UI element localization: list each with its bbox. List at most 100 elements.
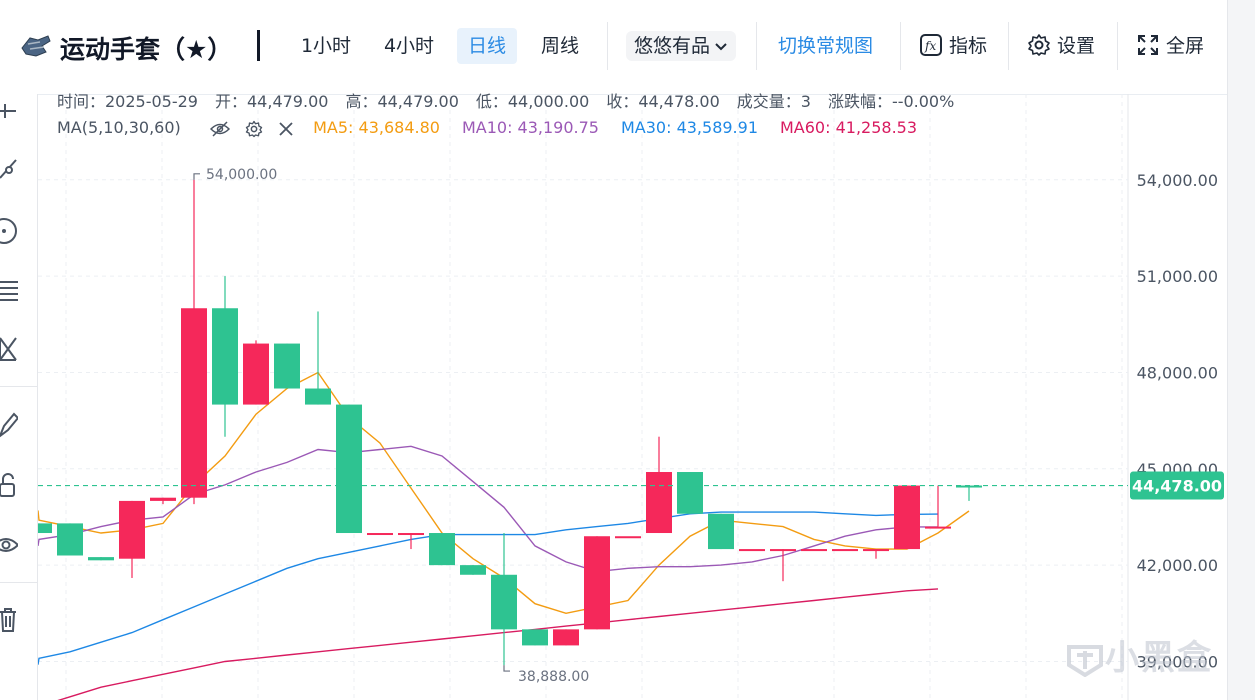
last-price-label: 44,478.00 xyxy=(1132,477,1222,496)
candle-body xyxy=(801,549,827,552)
info-open: 开：44,479.00 xyxy=(215,92,329,111)
tab-daily[interactable]: 日线 xyxy=(457,28,517,64)
eye-hidden-icon[interactable] xyxy=(209,120,230,137)
toolbar-divider xyxy=(1117,22,1118,70)
candle-body xyxy=(243,343,269,405)
candle-body xyxy=(770,549,796,552)
min-price-label: 38,888.00 xyxy=(518,669,589,685)
candle-body xyxy=(708,513,734,550)
function-icon: fx xyxy=(920,34,942,56)
ma30-value: MA30: 43,589.91 xyxy=(620,118,758,137)
window-edge xyxy=(1227,0,1255,700)
y-tick-label: 48,000.00 xyxy=(1137,363,1218,382)
ma-legend: MA(5,10,30,60) MA5: 43,684.80 MA10: 43,19… xyxy=(57,118,939,138)
candle-body xyxy=(925,526,951,529)
ma10-value: MA10: 43,190.75 xyxy=(461,118,599,137)
ma-legend-label: MA(5,10,30,60) xyxy=(57,118,181,137)
drawing-toolbar xyxy=(0,94,38,700)
ma-line-ma10 xyxy=(38,445,938,573)
tab-weekly[interactable]: 周线 xyxy=(540,35,579,57)
fullscreen-button[interactable]: 全屏 xyxy=(1136,28,1204,64)
info-low: 低：44,000.00 xyxy=(475,92,590,111)
toolbar-divider xyxy=(1008,22,1009,70)
ma-line-ma30 xyxy=(38,511,939,665)
max-price-label: 54,000.00 xyxy=(206,167,277,183)
svg-text:fx: fx xyxy=(924,39,936,53)
candle-body xyxy=(119,500,145,559)
info-change: 涨跌幅：--0.00% xyxy=(827,92,955,111)
settings-label: 设置 xyxy=(1057,35,1096,57)
toolbar-divider xyxy=(756,22,757,70)
lock-icon[interactable] xyxy=(0,470,18,500)
watermark-text: 小黑盒 xyxy=(1105,638,1213,678)
toolbar-divider xyxy=(900,22,901,70)
toolbar-divider xyxy=(607,22,608,70)
pencil-tool-icon[interactable] xyxy=(0,410,18,440)
candle-body xyxy=(863,549,889,552)
chevron-down-icon xyxy=(715,42,727,50)
y-tick-label: 39,000.00 xyxy=(1137,652,1218,671)
candle-body xyxy=(181,308,207,498)
candle-body xyxy=(38,523,52,534)
info-high: 高：44,479.00 xyxy=(345,92,459,111)
toolbar-divider xyxy=(0,582,37,583)
top-toolbar: 运动手套（★） 1小时 4小时 日线 周线 悠悠有品 切换常规图 fx 指标 设置… xyxy=(0,0,1227,95)
toolbar-divider xyxy=(0,386,37,387)
gear-icon xyxy=(1028,34,1050,56)
candle-body xyxy=(522,629,548,646)
expand-icon xyxy=(1138,35,1158,55)
info-volume: 成交量：3 xyxy=(736,92,811,111)
candle-body xyxy=(832,549,858,552)
candle-body xyxy=(398,533,424,536)
y-tick-label: 51,000.00 xyxy=(1137,267,1218,286)
candle-body xyxy=(739,549,765,552)
candle-body xyxy=(956,485,982,488)
heybox-logo-icon xyxy=(1067,644,1103,677)
candle-body xyxy=(429,533,455,566)
candle-body xyxy=(894,485,920,550)
fullscreen-label: 全屏 xyxy=(1166,35,1205,57)
candle-body xyxy=(150,497,176,501)
watermark-logo: 小黑盒 xyxy=(1065,630,1213,679)
circle-tool-icon[interactable] xyxy=(0,216,18,246)
min-marker xyxy=(503,665,510,672)
candle-body xyxy=(677,472,703,514)
max-marker xyxy=(193,173,200,180)
horizontal-line-tool-icon[interactable] xyxy=(0,96,18,126)
candle-body xyxy=(491,574,517,630)
trend-line-tool-icon[interactable] xyxy=(0,154,18,184)
tab-1h[interactable]: 1小时 xyxy=(300,35,352,57)
settings-button[interactable]: 设置 xyxy=(1027,28,1095,64)
indicators-button[interactable]: fx 指标 xyxy=(919,28,987,64)
eye-icon[interactable] xyxy=(0,530,18,560)
candle-body xyxy=(646,472,672,534)
title-divider xyxy=(257,30,260,61)
tab-4h[interactable]: 4小时 xyxy=(383,35,435,57)
candlestick-chart[interactable]: 54,000.0051,000.0048,000.0045,000.0042,0… xyxy=(38,94,1227,700)
info-time: 时间：2025-05-29 xyxy=(57,92,198,111)
candle-body xyxy=(305,388,331,405)
market-select[interactable]: 悠悠有品 xyxy=(626,31,737,61)
y-tick-label: 42,000.00 xyxy=(1137,556,1218,575)
candle-body xyxy=(212,308,238,405)
candle-body xyxy=(88,557,114,561)
last-price-tag xyxy=(1130,471,1224,500)
gear-icon[interactable] xyxy=(245,120,263,138)
pattern-tool-icon[interactable] xyxy=(0,334,18,364)
candle-body xyxy=(274,343,300,389)
close-icon[interactable] xyxy=(278,121,294,137)
candle-body xyxy=(367,533,393,536)
candle-body xyxy=(336,404,362,534)
ma-line-ma60 xyxy=(57,588,939,700)
candle-body xyxy=(553,629,579,646)
ma5-value: MA5: 43,684.80 xyxy=(313,118,440,137)
item-title: 运动手套（★） xyxy=(60,35,233,64)
ma60-value: MA60: 41,258.53 xyxy=(780,118,918,137)
trash-icon[interactable] xyxy=(0,604,18,634)
switch-view-button[interactable]: 切换常规图 xyxy=(778,35,874,57)
glove-icon xyxy=(21,35,51,57)
candle-body xyxy=(57,523,83,556)
fib-lines-tool-icon[interactable] xyxy=(0,276,18,306)
y-tick-label: 54,000.00 xyxy=(1137,171,1218,190)
ma-line-ma5 xyxy=(38,371,970,615)
